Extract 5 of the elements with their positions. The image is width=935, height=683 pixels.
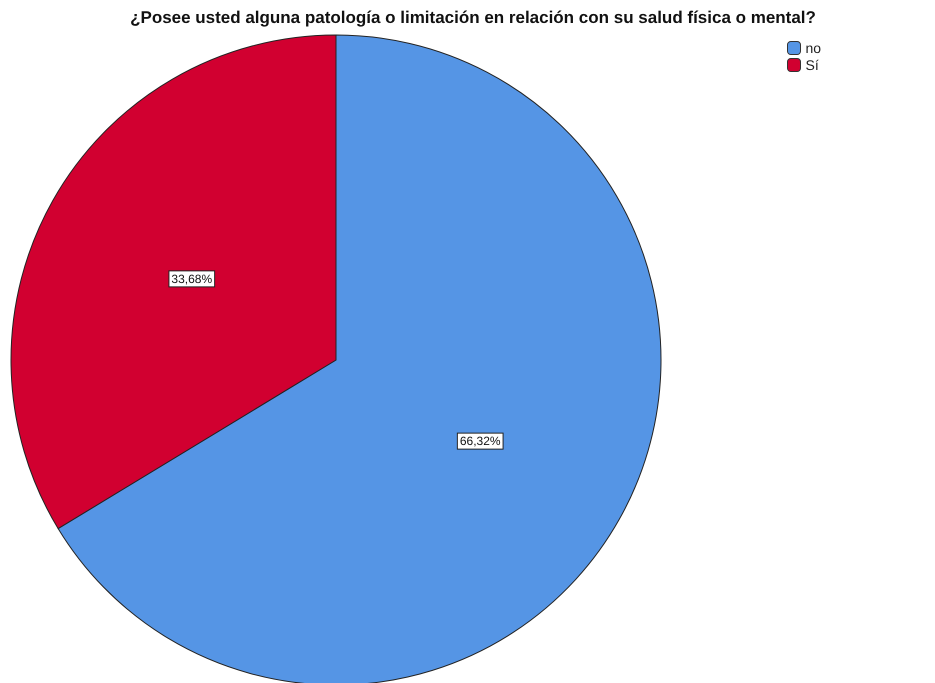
chart-title: ¿Posee usted alguna patología o limitación en relación con su salud física o mental? [130,8,816,27]
legend-label: Sí [806,57,819,73]
data-label: 66,32% [460,434,501,448]
data-label: 33,68% [171,272,212,286]
legend-label: no [806,40,822,56]
